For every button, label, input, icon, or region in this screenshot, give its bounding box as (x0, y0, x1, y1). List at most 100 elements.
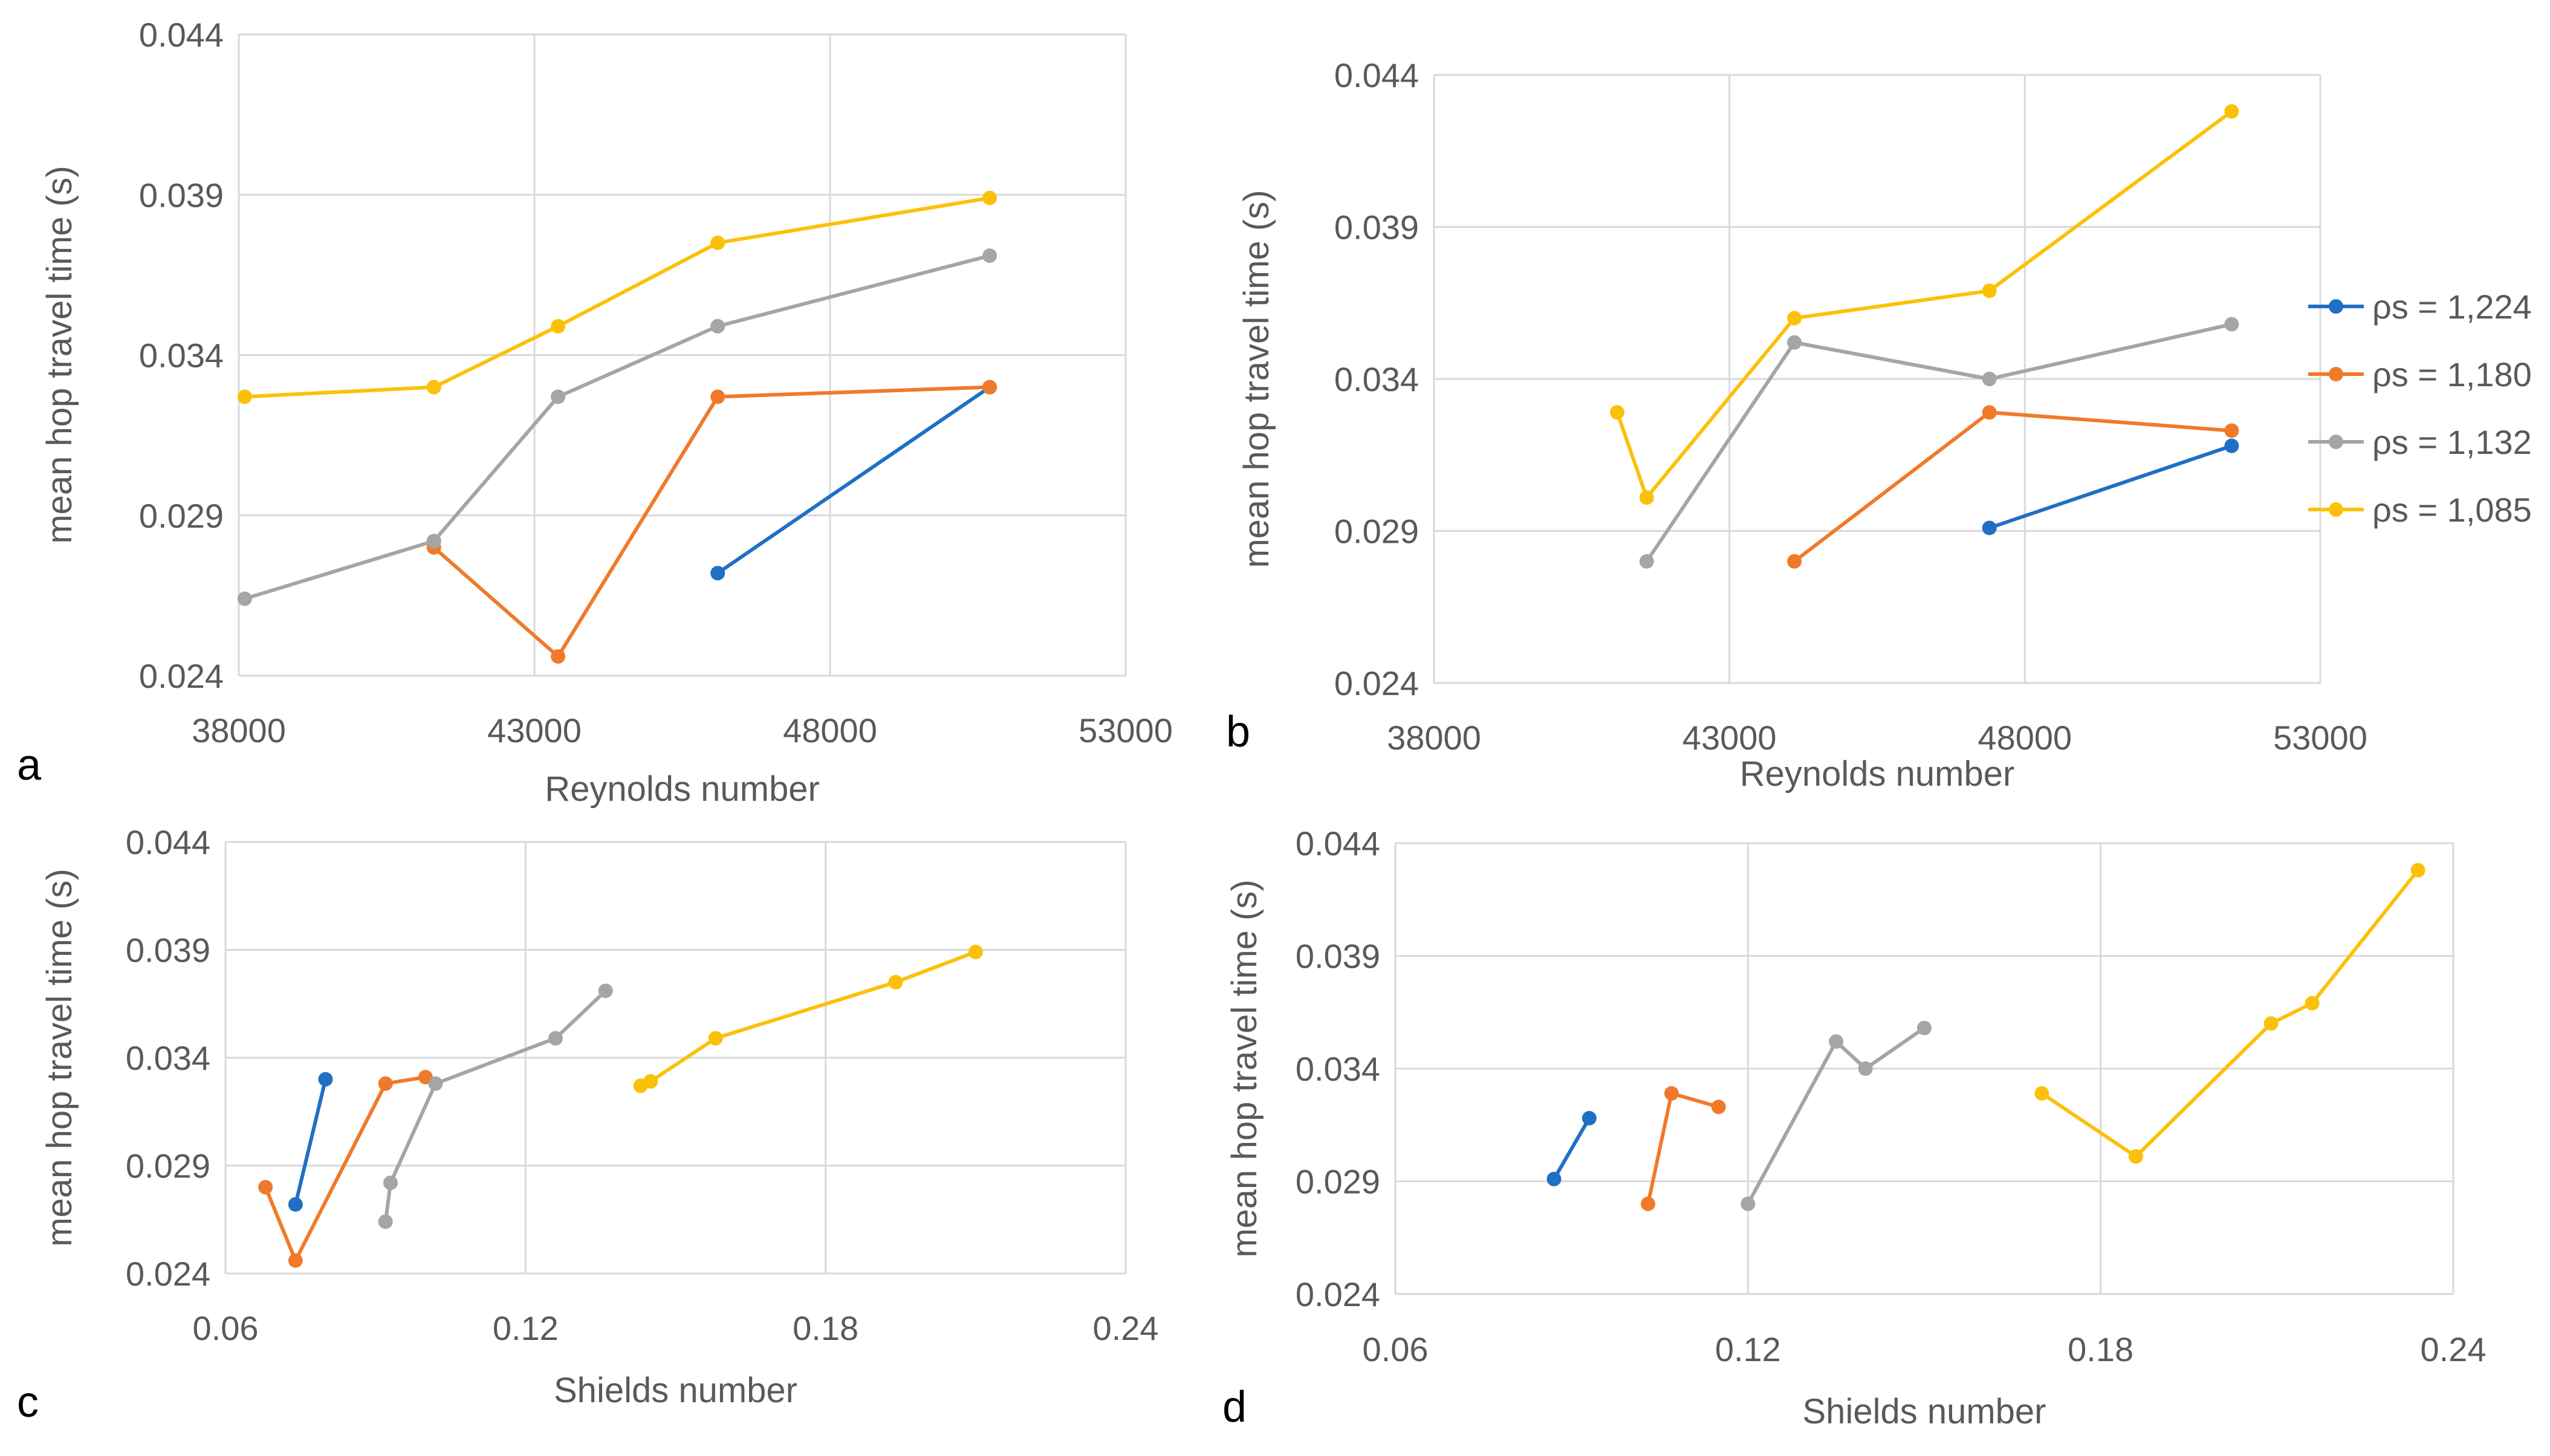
y-tick-label: 0.024 (139, 657, 224, 695)
data-point (1664, 1086, 1679, 1101)
data-point (1917, 1020, 1932, 1035)
panel-letter: c (17, 1378, 39, 1426)
series-line (1644, 322, 2234, 563)
data-point (2224, 317, 2239, 332)
data-point (2224, 423, 2239, 438)
legend-marker (2329, 502, 2343, 517)
chart-panel-d: 0.024 0.029 0.034 0.039 0.044 0.06 0.12 0.18 0.2… (1222, 824, 2487, 1431)
series-line (1646, 1092, 1721, 1206)
data-point (378, 1076, 393, 1091)
data-point (710, 389, 725, 404)
data-point (1982, 520, 1997, 535)
data-point (1639, 554, 1654, 569)
x-tick-label: 38000 (1387, 719, 1481, 757)
data-point (1982, 283, 1997, 299)
legend: ρs = 1,224 ρs = 1,180 ρs = 1,132 ρs = 1,085 (2308, 288, 2532, 529)
data-point (1639, 490, 1654, 505)
y-tick-label: 0.044 (139, 16, 224, 54)
x-tick-label: 53000 (2273, 719, 2367, 757)
series-line (638, 950, 978, 1088)
x-tick-label: 0.24 (1093, 1309, 1159, 1347)
data-point (2410, 862, 2425, 878)
data-point (1982, 372, 1997, 386)
data-point (968, 945, 983, 960)
series-1 (288, 1072, 333, 1212)
series-line (264, 1075, 427, 1263)
data-point (710, 319, 725, 334)
x-axis-title: Reynolds number (1740, 754, 2015, 794)
y-tick-label: 0.029 (139, 497, 224, 535)
data-point (383, 1176, 398, 1191)
data-point (2224, 438, 2239, 453)
y-tick-label: 0.044 (1334, 56, 1419, 94)
data-point (428, 1076, 443, 1091)
series-4 (1609, 104, 2239, 505)
data-point (1787, 335, 1802, 350)
x-tick-label: 0.24 (2421, 1330, 2487, 1368)
series-3 (1741, 1020, 1932, 1211)
x-tick-label: 48000 (783, 711, 877, 749)
series-line (242, 196, 992, 399)
y-tick-label: 0.034 (126, 1039, 210, 1077)
series-2 (426, 380, 998, 664)
data-point (2129, 1149, 2143, 1164)
data-point (982, 248, 998, 264)
series-line (242, 254, 992, 601)
data-point (1641, 1196, 1656, 1211)
y-tick-label: 0.029 (1334, 513, 1419, 551)
chart-panel-a: 0.024 0.029 0.034 0.039 0.044 38000 43000 48000… (17, 16, 1173, 809)
series-3 (1639, 317, 2239, 569)
data-point (1741, 1196, 1756, 1211)
x-tick-label: 0.12 (493, 1309, 559, 1347)
series-line (383, 989, 608, 1224)
x-tick-label: 0.12 (1715, 1330, 1781, 1368)
data-point (710, 566, 725, 581)
series-3 (237, 248, 998, 606)
series-line (1615, 109, 2234, 500)
legend-label: ρs = 1,132 (2372, 423, 2532, 461)
data-point (708, 1031, 723, 1046)
y-axis-title: mean hop travel time (s) (40, 166, 79, 543)
x-tick-label: 43000 (1682, 719, 1777, 757)
panel-letter: d (1222, 1383, 1247, 1431)
y-tick-label: 0.039 (126, 931, 210, 969)
data-point (1982, 405, 1997, 420)
series-1 (710, 380, 998, 581)
chart-panel-b: 0.024 0.029 0.034 0.039 0.044 38000 43000 48000… (1226, 56, 2532, 794)
legend-marker (2329, 435, 2343, 449)
y-tick-label: 0.039 (139, 176, 224, 214)
y-tick-label: 0.039 (1334, 209, 1419, 247)
data-point (710, 235, 725, 250)
data-point (318, 1072, 333, 1087)
x-axis-title: Reynolds number (545, 769, 820, 809)
y-tick-label: 0.039 (1296, 937, 1380, 976)
chart-panel-c: 0.024 0.029 0.034 0.039 0.044 0.06 0.12 0.18 0.2… (17, 823, 1159, 1426)
data-point (551, 389, 566, 404)
data-point (288, 1253, 303, 1268)
y-tick-label: 0.024 (1334, 664, 1419, 702)
series-4 (237, 190, 998, 404)
series-line (1792, 410, 2234, 563)
data-point (426, 380, 441, 395)
data-point (258, 1180, 273, 1195)
data-point (1546, 1171, 1562, 1186)
series-1 (1982, 438, 2239, 535)
y-tick-label: 0.029 (1296, 1163, 1380, 1201)
data-point (551, 649, 566, 664)
series-3 (378, 983, 613, 1229)
data-point (237, 591, 252, 606)
series-line (432, 385, 992, 659)
series-1 (1546, 1111, 1597, 1186)
data-point (1829, 1034, 1844, 1049)
y-tick-label: 0.044 (1296, 824, 1380, 862)
data-point (888, 975, 903, 990)
y-axis-title: mean hop travel time (s) (1225, 879, 1264, 1257)
data-point (288, 1197, 303, 1212)
y-tick-label: 0.044 (126, 823, 210, 861)
data-point (426, 534, 441, 549)
data-point (237, 389, 252, 404)
data-point (548, 1031, 563, 1046)
data-point (982, 380, 998, 395)
series-4 (2034, 862, 2425, 1164)
series-2 (258, 1070, 433, 1268)
